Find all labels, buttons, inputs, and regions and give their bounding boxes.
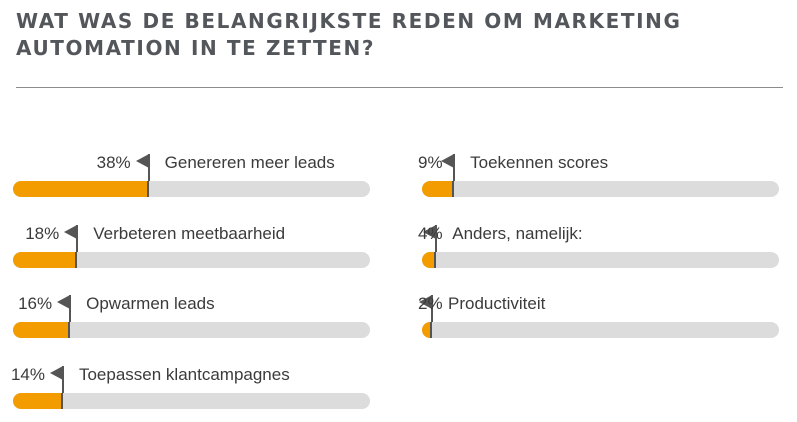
bar-item: 16% Opwarmen leads [13,294,370,344]
bar-category-label: Toepassen klantcampagnes [78,364,290,384]
bar-item: 4% Anders, namelijk: [418,223,779,274]
bar-item: 9% Toekennen scores [418,153,779,203]
bar-value-label: 18% [25,223,60,243]
bar-category-label: Anders, namelijk: [452,223,583,243]
bar-item: 18% Verbeteren meetbaarheid [13,224,370,274]
chart-title: WAT WAS DE BELANGRIJKSTE REDEN OM MARKET… [16,9,682,60]
flag-icon [64,224,79,254]
flag-icon [135,154,150,183]
bar-value-label: 9% [418,153,443,172]
flag-icon [423,224,438,254]
bar-value-label: 14% [10,364,45,384]
bar-item: 2% Productiviteit [418,294,779,344]
bar-item: 14% Toepassen klantcampagnes [10,364,370,415]
bar-fill [422,322,432,338]
bar-value-label: 38% [96,153,131,172]
bar-fill [422,181,455,197]
bar-track [13,251,370,268]
bar-category-label: Opwarmen leads [86,294,215,313]
bar-track [422,322,779,338]
flag-icon [49,365,64,395]
bar-track [13,392,370,409]
bar-fill [13,392,63,409]
flag-icon [441,154,456,183]
bar-track [13,322,370,338]
bar-fill [422,251,437,268]
bar-category-label: Productiviteit [448,294,546,313]
bar-item: 38% Genereren meer leads [13,153,370,203]
bar-track [422,251,779,268]
bar-value-label: 2% [418,294,443,313]
flag-icon [419,295,433,324]
flag-icon [57,295,72,324]
bar-fill [13,251,78,268]
bar-category-label: Genereren meer leads [164,153,335,172]
bar-category-label: Verbeteren meetbaarheid [93,223,286,243]
title-divider [16,87,783,88]
bar-value-label: 16% [18,294,53,313]
bar-fill [13,181,149,197]
bar-fill [13,322,71,338]
bar-category-label: Toekennen scores [470,153,609,172]
bar-track [422,181,779,197]
bar-track [13,181,370,197]
bar-value-label: 4% [418,223,443,243]
